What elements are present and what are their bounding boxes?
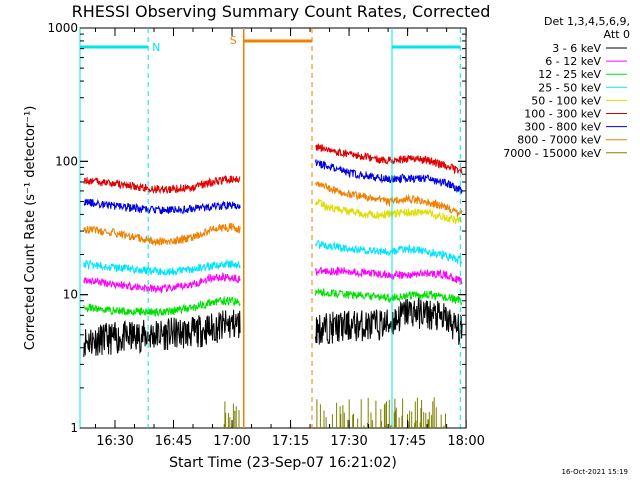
y-tick-label: 10 (63, 288, 78, 302)
chart-title: RHESSI Observing Summary Count Rates, Co… (72, 2, 491, 21)
series-line-100-300-kev (83, 143, 463, 195)
legend-label: 7000 - 15000 keV (503, 147, 601, 160)
legend-label: 50 - 100 keV (531, 94, 601, 107)
x-tick-label: 17:00 (213, 434, 250, 449)
x-tick-label: 17:15 (272, 434, 309, 449)
x-tick-label: 16:30 (96, 434, 133, 449)
series-line-50-100-kev (314, 199, 463, 225)
saa-label: S (230, 34, 237, 47)
legend-header-line-1: Det 1,3,4,5,6,9, (544, 15, 630, 28)
series-line-25-50-kev (83, 240, 463, 277)
x-tick-label: 18:00 (447, 434, 484, 449)
x-axis-label: Start Time (23-Sep-07 16:21:02) (169, 455, 397, 471)
series-line-300-800-kev (83, 159, 463, 215)
series-line-800-7000-kev (83, 181, 463, 246)
legend-label: 25 - 50 keV (538, 81, 601, 94)
legend-label: 6 - 12 keV (545, 55, 601, 68)
axes: 1 10 100 1000 16:30 16:45 17:00 17:15 17:30 17:45… (47, 21, 484, 449)
legend-label: 3 - 6 keV (552, 42, 601, 55)
series-line-7000-15000-kev (223, 397, 446, 428)
y-tick-label: 1 (70, 421, 78, 435)
y-tick-label: 1000 (47, 21, 78, 35)
timestamp: 16-Oct-2021 15:19 (562, 468, 628, 476)
legend-header-line-2: Att 0 (604, 28, 630, 41)
series-lines (83, 143, 463, 428)
series-line-3-6-kev (83, 296, 463, 358)
y-axis-label: Corrected Count Rate (s⁻¹ detector⁻¹) (23, 106, 38, 351)
x-tick-label: 17:30 (330, 434, 367, 449)
legend-label: 100 - 300 keV (524, 108, 601, 121)
series-line-6-12-kev (83, 266, 463, 294)
series-line-12-25-kev (83, 288, 463, 318)
x-tick-label: 17:45 (389, 434, 426, 449)
legend-label: 12 - 25 keV (538, 68, 601, 81)
y-tick-label: 100 (55, 154, 78, 168)
legend-label: 300 - 800 keV (524, 121, 601, 134)
x-tick-label: 16:45 (155, 434, 192, 449)
night-label: N (152, 41, 160, 54)
observing-markers: NS (79, 28, 461, 428)
legend-label: 800 - 7000 keV (517, 134, 601, 147)
